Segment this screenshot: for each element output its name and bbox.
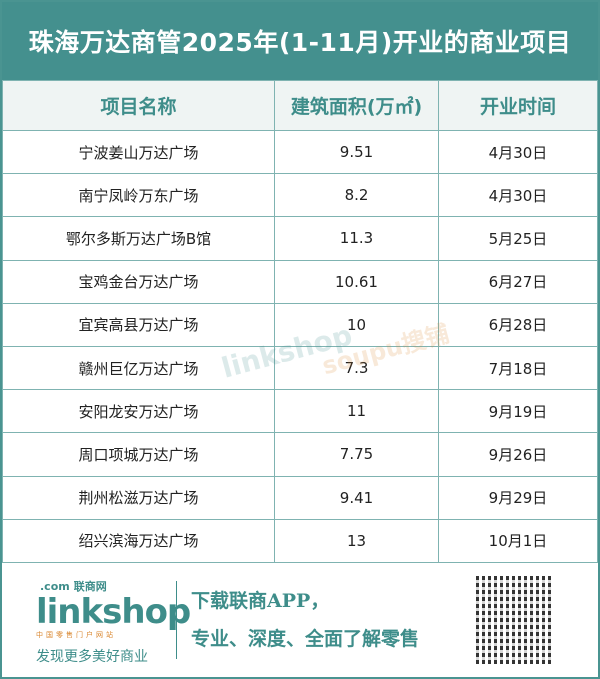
table-row: 宝鸡金台万达广场 10.61 6月27日: [2, 259, 598, 304]
logo-sub: 中国零售门户网站: [36, 630, 116, 639]
promo-line-2: 专业、深度、全面了解零售: [191, 628, 420, 650]
project-name-cell: 宁波姜山万达广场: [2, 129, 275, 175]
project-name-cell: 绍兴滨海万达广场: [2, 518, 275, 563]
area-cell: 8.2: [274, 173, 439, 218]
area-cell: 9.51: [274, 129, 439, 175]
column-header: 建筑面积(万㎡): [274, 80, 439, 131]
area-cell: 10.61: [274, 259, 439, 304]
open-date-cell: 10月1日: [438, 518, 598, 563]
logo-cn: 联商网: [73, 579, 107, 593]
open-date-cell: 4月30日: [438, 173, 598, 218]
area-cell: 7.3: [274, 345, 439, 391]
project-name-cell: 宝鸡金台万达广场: [2, 259, 275, 304]
area-cell: 11: [274, 389, 439, 434]
qr-code[interactable]: [476, 576, 552, 664]
footer-banner: .com 联商网 linkshop 中国零售门户网站 发现更多美好商业 下载联商A…: [2, 563, 598, 677]
column-header: 开业时间: [438, 80, 598, 131]
open-date-cell: 4月30日: [438, 129, 598, 175]
table-row: 荆州松滋万达广场 9.41 9月29日: [2, 475, 598, 520]
area-cell: 9.41: [274, 475, 439, 520]
project-name-cell: 周口项城万达广场: [2, 432, 275, 477]
open-date-cell: 5月25日: [438, 216, 598, 261]
area-cell: 10: [274, 302, 439, 347]
open-date-cell: 9月19日: [438, 389, 598, 434]
table-row: 安阳龙安万达广场 11 9月19日: [2, 389, 598, 434]
promo-text: 下载联商APP， 专业、深度、全面了解零售: [191, 582, 476, 658]
open-date-cell: 9月26日: [438, 432, 598, 477]
column-header: 项目名称: [2, 80, 275, 131]
projects-table: 项目名称 建筑面积(万㎡) 开业时间 宁波姜山万达广场 9.51 4月30日 南宁凤岭万东…: [2, 80, 598, 563]
area-cell: 7.75: [274, 432, 439, 477]
logo-brand: linkshop: [36, 591, 191, 632]
table-row: 南宁凤岭万东广场 8.2 4月30日: [2, 173, 598, 218]
table-row: 鄂尔多斯万达广场B馆 11.3 5月25日: [2, 216, 598, 261]
linkshop-logo[interactable]: .com 联商网 linkshop 中国零售门户网站 发现更多美好商业: [2, 575, 191, 666]
project-name-cell: 鄂尔多斯万达广场B馆: [2, 216, 275, 261]
project-name-cell: 宜宾高县万达广场: [2, 302, 275, 347]
table-row: 宁波姜山万达广场 9.51 4月30日: [2, 129, 598, 175]
logo-com: .com: [40, 579, 70, 593]
area-cell: 11.3: [274, 216, 439, 261]
project-name-cell: 荆州松滋万达广场: [2, 475, 275, 520]
open-date-cell: 6月28日: [438, 302, 598, 347]
page-title: 珠海万达商管2025年(1-11月)开业的商业项目: [2, 2, 598, 80]
divider: [176, 581, 177, 659]
open-date-cell: 9月29日: [438, 475, 598, 520]
table-row: 绍兴滨海万达广场 13 10月1日: [2, 518, 598, 563]
area-cell: 13: [274, 518, 439, 563]
table-row: 赣州巨亿万达广场 7.3 7月18日: [2, 345, 598, 391]
slogan: 发现更多美好商业: [36, 648, 148, 665]
project-name-cell: 南宁凤岭万东广场: [2, 173, 275, 218]
open-date-cell: 6月27日: [438, 259, 598, 304]
promo-line-1: 下载联商APP，: [191, 590, 330, 612]
open-date-cell: 7月18日: [438, 345, 598, 391]
project-name-cell: 赣州巨亿万达广场: [2, 345, 275, 391]
table-row: 周口项城万达广场 7.75 9月26日: [2, 432, 598, 477]
project-name-cell: 安阳龙安万达广场: [2, 389, 275, 434]
